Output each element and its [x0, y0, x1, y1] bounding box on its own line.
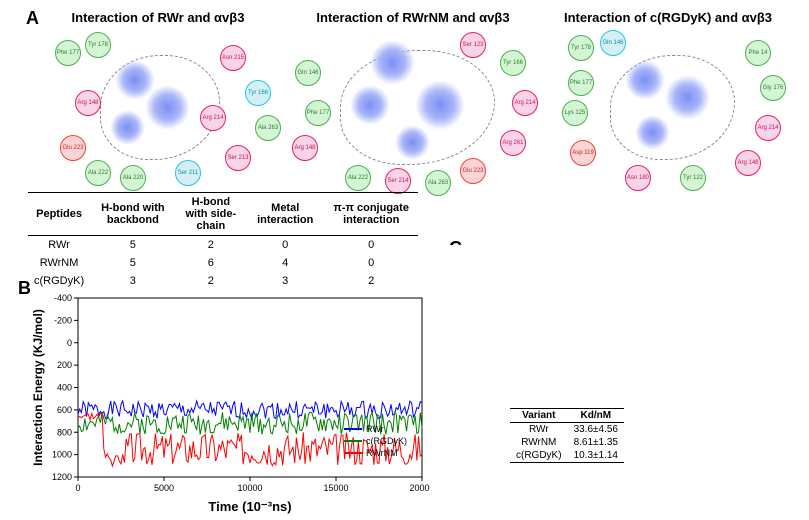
chart-binding-curve [445, 245, 805, 515]
svg-text:200: 200 [57, 360, 72, 370]
table-cell: c(RGDyK) [510, 449, 568, 463]
svg-text:400: 400 [57, 383, 72, 393]
title-1: Interaction of RWr and αvβ3 [33, 10, 283, 25]
interaction-table: Peptides H-bond with backbond H-bond wit… [28, 192, 418, 291]
table-cell: 0 [324, 236, 418, 255]
mol-diagram-crgdyk: Tyr 178 Gln 146 Phe 14 Gly 176 Arg 214 A… [560, 30, 790, 185]
th-hb-sc: H-bond with side-chain [176, 193, 247, 236]
table-cell: RWrNM [510, 436, 568, 449]
table-cell: 5 [90, 236, 175, 255]
svg-text:-400: -400 [54, 293, 72, 303]
table-cell: 5 [90, 254, 175, 272]
svg-text:c(RGDyK): c(RGDyK) [366, 436, 407, 446]
table-cell: 2 [176, 236, 247, 255]
svg-text:RWr: RWr [366, 424, 384, 434]
table-cell: c(RGDyK) [28, 272, 90, 291]
kd-th-variant: Variant [510, 409, 568, 423]
svg-text:1000: 1000 [52, 450, 72, 460]
svg-text:15000: 15000 [323, 483, 348, 493]
mol-diagram-rwr: Phe 177 Tyr 178 Asn 215 Tyr 166 Ala 263 … [45, 30, 280, 185]
svg-text:1200: 1200 [52, 472, 72, 482]
th-peptides: Peptides [28, 193, 90, 236]
table-cell: 6 [176, 254, 247, 272]
table-cell: RWr [510, 423, 568, 437]
table-cell: 3 [246, 272, 324, 291]
svg-text:0: 0 [67, 338, 72, 348]
kd-table: Variant Kd/nM RWr33.6±4.56RWrNM8.61±1.35… [510, 408, 624, 463]
svg-text:-200: -200 [54, 315, 72, 325]
th-pipi: π-π conjugate interaction [324, 193, 418, 236]
th-metal: Metal interaction [246, 193, 324, 236]
table-cell: 3 [90, 272, 175, 291]
svg-text:800: 800 [57, 427, 72, 437]
svg-text:RWrNM: RWrNM [366, 448, 398, 458]
title-3: Interaction of c(RGDyK) and αvβ3 [543, 10, 793, 25]
table-cell: 2 [176, 272, 247, 291]
table-cell: 4 [246, 254, 324, 272]
kd-th-kd: Kd/nM [568, 409, 624, 423]
table-cell: 0 [246, 236, 324, 255]
svg-text:Time (10⁻³ns): Time (10⁻³ns) [208, 499, 291, 514]
table-cell: 2 [324, 272, 418, 291]
table-cell: 8.61±1.35 [568, 436, 624, 449]
svg-text:5000: 5000 [154, 483, 174, 493]
svg-text:10000: 10000 [237, 483, 262, 493]
chart-interaction-energy: 0 5000 10000 15000 20000 -400 -200 0 200 400 600 80… [30, 290, 430, 515]
mol-diagram-rwrnm: Gln 146 Phe 177 Arg 148 Ala 222 Ser 214 … [290, 30, 545, 185]
svg-text:20000: 20000 [409, 483, 430, 493]
table-cell: RWr [28, 236, 90, 255]
svg-text:600: 600 [57, 405, 72, 415]
svg-text:Interaction Energy (KJ/mol): Interaction Energy (KJ/mol) [31, 309, 45, 466]
title-2: Interaction of RWrNM and αvβ3 [283, 10, 543, 25]
svg-text:0: 0 [75, 483, 80, 493]
table-cell: RWrNM [28, 254, 90, 272]
th-hb-bb: H-bond with backbond [90, 193, 175, 236]
table-cell: 33.6±4.56 [568, 423, 624, 437]
panel-a-titles: Interaction of RWr and αvβ3 Interaction … [0, 10, 809, 25]
table-cell: 10.3±1.14 [568, 449, 624, 463]
table-cell: 0 [324, 254, 418, 272]
